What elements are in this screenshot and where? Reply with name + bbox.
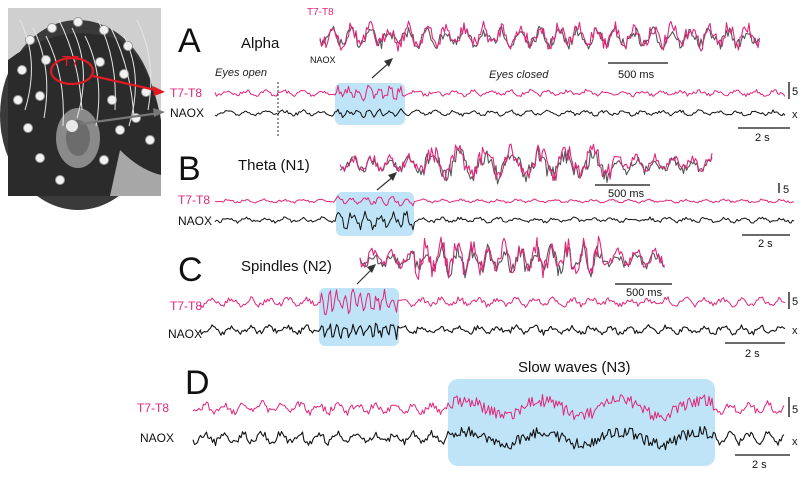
panel-title-c: Spindles (N2) (241, 258, 332, 275)
cap-electrode (99, 155, 109, 165)
cap-electrode (73, 17, 83, 27)
cap-electrode (35, 91, 45, 101)
electrode-highlight-circle (49, 56, 95, 86)
electrode-label: T7 (62, 53, 80, 70)
highlight-box-d (448, 379, 715, 466)
cap-electrode (47, 23, 57, 33)
cap-electrode (115, 125, 125, 135)
inset-label-black-a: NAOX (310, 55, 336, 65)
panel-letter-c: C (178, 251, 203, 289)
trace-pink-c (199, 288, 786, 316)
cap-wire (71, 27, 84, 119)
inset-scale-label-b: 500 ms (608, 188, 645, 200)
inset-scale-label-a: 500 ms (618, 69, 655, 81)
trace-black-a (214, 108, 786, 119)
scale-label-a: 2 s (755, 132, 770, 144)
cap-electrode (95, 57, 105, 67)
inset-arrow-a (371, 61, 391, 79)
cap-electrode (13, 95, 23, 105)
cap-wire (97, 19, 116, 111)
ear-electrode (66, 120, 78, 132)
highlight-box-b (336, 192, 414, 236)
cap-electrode (23, 123, 33, 133)
scale-label-d: 2 s (752, 459, 767, 471)
channel-label-black-d: NAOX (140, 431, 174, 445)
inset-pink-a (319, 20, 761, 52)
cut-label-black-d: x (792, 436, 798, 448)
panel-title-a: Alpha (241, 35, 280, 52)
panel-letter-b: B (178, 150, 201, 188)
channel-label-black-a: NAOX (170, 106, 204, 120)
eeg-traces (192, 20, 795, 451)
cap-electrode (119, 69, 129, 79)
pointer-black (79, 111, 161, 126)
cap-electrode (55, 175, 65, 185)
panel-letter-d: D (185, 364, 210, 402)
pointer-pink-arrowhead (153, 86, 165, 96)
cap-wire (45, 35, 64, 127)
inset-pink-b (339, 143, 713, 182)
cap-wire (32, 27, 48, 119)
panel-title-d: Slow waves (N3) (518, 359, 631, 376)
inset-black-b (339, 146, 713, 185)
face-shape (110, 150, 161, 196)
cap-electrode (35, 153, 45, 163)
trace-pink-b (214, 195, 795, 207)
channel-label-black-c: NAOX (168, 327, 202, 341)
cap-wires (19, 19, 152, 127)
pointer-black-arrowhead (153, 108, 165, 117)
channel-label-pink-c: T7-T8 (170, 299, 202, 313)
channel-label-pink-a: T7-T8 (170, 86, 202, 100)
channel-label-pink-b: T7-T8 (178, 193, 210, 207)
scale-label-c: 2 s (745, 348, 760, 360)
cap-electrode (17, 65, 27, 75)
trace-pink-d (192, 394, 785, 422)
cap-wire (84, 35, 100, 127)
cut-label-pink-c: 5 (792, 296, 798, 308)
cap-wire (136, 19, 152, 111)
cut-label-pink-b: 5 (783, 184, 789, 196)
pointer-pink (92, 74, 161, 93)
cap-wire (19, 19, 32, 111)
cut-label-black-a: x (792, 109, 798, 121)
channel-label-pink-d: T7-T8 (137, 401, 169, 415)
panel-letter-a: A (178, 22, 201, 60)
cut-label-pink-d: 5 (792, 404, 798, 416)
cap-electrode (107, 95, 117, 105)
inset-scale-label-c: 500 ms (626, 287, 663, 299)
trace-black-c (199, 322, 786, 340)
cap-electrode (145, 135, 155, 145)
panel-title-b: Theta (N1) (238, 157, 310, 174)
inset-pink-c (359, 235, 665, 280)
cut-label-pink-a: 5 (792, 86, 798, 98)
cut-label-black-c: x (792, 325, 798, 337)
head-photo: T7 (0, 8, 161, 210)
channel-label-black-b: NAOX (178, 214, 212, 228)
trace-pink-a (214, 84, 786, 102)
annotation-eyes-closed: Eyes closed (489, 69, 549, 81)
scale-label-b: 2 s (758, 238, 773, 250)
trace-black-d (192, 426, 785, 451)
inset-label-pink-a: T7-T8 (307, 7, 334, 18)
trace-black-b (214, 210, 795, 231)
annotation-eyes-open: Eyes open (215, 67, 267, 79)
